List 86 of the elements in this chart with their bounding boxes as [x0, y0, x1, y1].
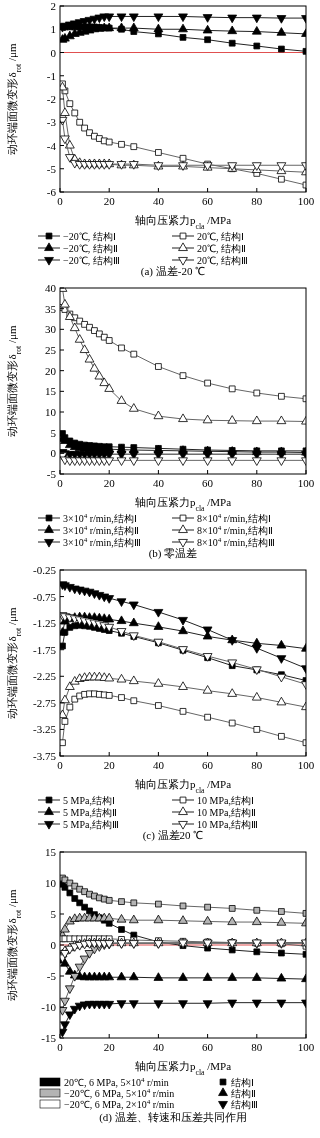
- y-tick-label: 20: [45, 364, 57, 377]
- x-tick-label: 60: [202, 759, 214, 771]
- x-tick-label: 20: [103, 759, 116, 771]
- text: (b) 零温差: [148, 547, 198, 560]
- y-tick-label: 15: [45, 385, 57, 398]
- y-tick-label: 10: [45, 877, 57, 889]
- y-tick-label: 30: [45, 323, 57, 336]
- legend-label: 8×10$^{4}$ r/min,结构Ⅲ: [197, 536, 275, 548]
- x-tick-label: 80: [251, 1041, 263, 1053]
- x-tick-label: 40: [152, 759, 165, 771]
- y-tick-label: 40: [45, 282, 57, 294]
- text: (c) 温差20 ℃: [142, 829, 204, 842]
- y-tick-label: 0: [50, 447, 57, 460]
- y-tick-label: 10: [45, 406, 57, 418]
- y-tick-label: -5: [46, 468, 57, 480]
- y-tick-label: -6: [46, 186, 57, 198]
- y-tick-label: 0: [50, 46, 57, 59]
- y-tick-label: -2.75: [33, 696, 57, 709]
- y-tick-label: 15: [45, 846, 57, 858]
- text: −20℃, 6 MPa, 2×10$^{4}$ r/min: [64, 1098, 175, 1110]
- x-tick-label: 60: [202, 477, 214, 489]
- y-tick-label: -1.25: [33, 617, 57, 630]
- legend-label: 5 MPa,结构Ⅰ: [63, 795, 115, 806]
- y-tick-label: 5: [50, 426, 57, 439]
- x-tick-label: 20: [103, 477, 116, 489]
- legend-label: 10 MPa,结构Ⅰ: [197, 795, 254, 806]
- x-axis-title: 轴向压紧力p$_{cla}$/MPa: [134, 214, 232, 231]
- legend-label: 8×10$^{4}$ r/min,结构Ⅰ: [197, 512, 271, 524]
- x-tick-label: 60: [202, 1041, 214, 1053]
- legend-label: 3×10$^{4}$ r/min,结构Ⅲ: [63, 536, 141, 548]
- x-tick-label: 80: [251, 195, 263, 207]
- text: 结构Ⅱ: [231, 1088, 256, 1099]
- y-tick-label: -0.75: [33, 590, 57, 603]
- x-tick-label: 40: [152, 1041, 165, 1053]
- x-tick-label: 100: [297, 195, 315, 207]
- y-tick-label: -3.75: [33, 750, 57, 762]
- legend-label: −20℃, 结构Ⅰ: [63, 231, 116, 242]
- x-tick-label: 40: [152, 477, 165, 489]
- y-tick-label: -0.25: [33, 564, 57, 576]
- legend-label: 8×10$^{4}$ r/min,结构Ⅱ: [197, 524, 273, 536]
- x-tick-label: 20: [103, 1041, 116, 1053]
- x-tick-label: 20: [103, 195, 116, 207]
- y-tick-label: 5: [50, 908, 57, 920]
- x-tick-label: 80: [251, 477, 263, 489]
- text: −20℃, 6 MPa, 5×10$^{4}$ r/min: [64, 1087, 175, 1099]
- legend-label: 20℃, 结构Ⅱ: [197, 243, 246, 254]
- y-tick-label: -3.25: [33, 723, 57, 736]
- y-tick-label: -2.25: [33, 670, 57, 683]
- legend-label: 3×10$^{4}$ r/min,结构Ⅰ: [63, 512, 137, 524]
- legend-label: 5 MPa,结构Ⅲ: [63, 819, 119, 830]
- x-tick-label: 80: [251, 759, 263, 771]
- y-tick-label: 25: [45, 344, 57, 356]
- text: 结构Ⅲ: [231, 1099, 258, 1110]
- y-tick-label: 1: [50, 23, 56, 36]
- x-axis-title: 轴向压紧力p$_{cla}$/MPa: [134, 1060, 232, 1077]
- text: 结构Ⅰ: [231, 1077, 254, 1088]
- legend-label: 10 MPa,结构Ⅱ: [197, 807, 256, 818]
- legend-label: 20℃, 结构Ⅲ: [197, 255, 248, 266]
- x-tick-label: 100: [297, 759, 315, 771]
- legend-label: −20℃, 结构Ⅲ: [63, 255, 120, 266]
- text: (a) 温差-20 ℃: [140, 265, 206, 278]
- legend-label: 10 MPa,结构Ⅲ: [197, 819, 258, 830]
- y-tick-label: -15: [41, 1032, 57, 1044]
- legend-label: 20℃, 结构Ⅰ: [197, 231, 244, 242]
- y-tick-label: -3: [46, 116, 57, 129]
- x-tick-label: 100: [297, 477, 315, 489]
- text: 20℃, 6 MPa, 5×10$^{4}$ r/min: [64, 1076, 169, 1088]
- y-tick-label: -10: [41, 1001, 57, 1013]
- x-tick-label: 60: [202, 195, 214, 207]
- x-axis-title: 轴向压紧力p$_{cla}$/MPa: [134, 778, 232, 795]
- text: (d) 温差、转速和压差共同作用: [99, 1111, 247, 1124]
- y-tick-label: -2: [46, 93, 56, 105]
- y-tick-label: 35: [45, 302, 57, 315]
- y-tick-label: -1: [46, 69, 56, 82]
- legend-label: 5 MPa,结构Ⅱ: [63, 807, 117, 818]
- y-tick-label: -4: [46, 139, 57, 152]
- y-tick-label: 2: [50, 0, 56, 12]
- y-tick-label: -1.75: [33, 643, 57, 656]
- x-axis-title: 轴向压紧力p$_{cla}$/MPa: [134, 496, 232, 513]
- x-tick-label: 100: [297, 1041, 315, 1053]
- y-tick-label: -5: [46, 970, 57, 982]
- legend-label: −20℃, 结构Ⅱ: [63, 243, 118, 254]
- x-tick-label: 40: [152, 195, 165, 207]
- legend-label: 3×10$^{4}$ r/min,结构Ⅱ: [63, 524, 139, 536]
- y-tick-label: 0: [50, 939, 57, 951]
- y-tick-label: -5: [46, 162, 57, 175]
